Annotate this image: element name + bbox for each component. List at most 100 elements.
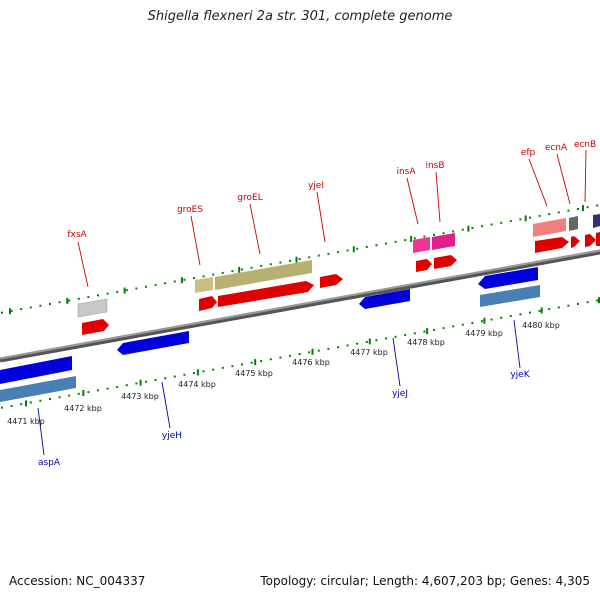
minor-tick: [135, 287, 138, 290]
ecnA-feature[interactable]: [569, 216, 578, 231]
minor-tick: [173, 280, 176, 283]
minor-tick: [202, 370, 205, 373]
insA-feature[interactable]: [413, 237, 430, 253]
minor-tick: [548, 213, 551, 216]
minor-tick: [106, 292, 109, 295]
gene-label-yjeH: yjeH: [162, 431, 182, 441]
minor-tick: [193, 277, 195, 280]
minor-tick: [356, 342, 359, 345]
minor-tick: [58, 396, 61, 399]
aspA-cds[interactable]: [0, 356, 72, 384]
minor-tick: [471, 321, 474, 324]
minor-tick: [577, 302, 579, 305]
minor-tick: [461, 323, 464, 326]
minor-tick: [317, 349, 320, 352]
gene-label-aspA: aspA: [38, 458, 61, 468]
minor-tick: [519, 313, 522, 316]
minor-tick: [289, 354, 291, 357]
minor-tick: [68, 299, 71, 302]
yjeI-cds[interactable]: [320, 274, 343, 288]
ecnB-cds[interactable]: [585, 234, 596, 247]
minor-tick: [433, 328, 435, 331]
minor-tick: [269, 358, 272, 361]
minor-tick: [529, 216, 531, 219]
minor-tick: [577, 207, 579, 210]
minor-tick: [68, 394, 71, 397]
gene-label-efp: efp: [521, 148, 536, 158]
minor-tick: [404, 239, 407, 242]
minor-tick: [519, 218, 522, 221]
minor-tick: [164, 377, 167, 380]
kbp-label: 4475 kbp: [235, 369, 273, 378]
groEL-cds[interactable]: [218, 281, 314, 307]
minor-tick: [173, 375, 176, 378]
minor-tick: [97, 294, 99, 297]
minor-tick: [529, 311, 531, 314]
minor-tick: [250, 361, 253, 364]
minor-tick: [567, 304, 570, 307]
minor-tick: [567, 209, 570, 212]
minor-tick: [116, 385, 119, 388]
insA-cds[interactable]: [416, 259, 432, 272]
groEL-feature[interactable]: [215, 260, 312, 290]
yjeK-cds[interactable]: [478, 267, 538, 289]
reverse-leader-lines: [37, 319, 521, 456]
minor-tick: [193, 372, 195, 375]
minor-tick: [481, 320, 483, 323]
insB-feature[interactable]: [432, 233, 455, 250]
yjeJ-cds[interactable]: [359, 289, 410, 309]
yjeH-cds[interactable]: [117, 331, 189, 355]
ecnA-cds[interactable]: [571, 236, 580, 248]
kbp-label: 4479 kbp: [465, 329, 503, 338]
groES-cds[interactable]: [199, 296, 217, 311]
minor-tick: [596, 299, 599, 302]
minor-tick: [97, 389, 99, 392]
minor-tick: [183, 373, 186, 376]
yjeK-feature[interactable]: [480, 285, 540, 307]
minor-tick: [202, 275, 205, 278]
gene-label-fxsA: fxsA: [67, 230, 87, 240]
minor-tick: [586, 301, 589, 304]
minor-tick: [375, 244, 378, 247]
ecnB-cds-2[interactable]: [596, 232, 600, 246]
minor-tick: [250, 266, 253, 269]
minor-tick: [269, 263, 272, 266]
gene-label-ecnB: ecnB: [574, 140, 596, 150]
aspA-feature[interactable]: [0, 376, 76, 402]
minor-tick: [289, 259, 291, 262]
minor-tick: [471, 226, 474, 229]
kbp-label: 4473 kbp: [121, 392, 159, 401]
minor-tick: [241, 363, 243, 366]
forward-leader-lines: [77, 149, 587, 288]
minor-tick: [385, 337, 387, 340]
gene-label-groEL: groEL: [237, 193, 262, 203]
minor-tick: [298, 258, 301, 261]
minor-tick: [538, 214, 541, 217]
topology-text: Topology: circular; Length: 4,607,203 bp…: [260, 574, 590, 588]
minor-tick: [337, 346, 339, 349]
minor-tick: [500, 221, 503, 224]
fxsA-feature[interactable]: [77, 298, 108, 318]
ecnB-feature[interactable]: [593, 214, 600, 228]
minor-tick: [413, 237, 416, 240]
minor-tick: [279, 261, 282, 264]
insB-cds[interactable]: [434, 255, 457, 269]
fxsA-cds[interactable]: [82, 319, 109, 335]
minor-tick: [221, 271, 224, 274]
gene-label-ecnA: ecnA: [545, 143, 568, 153]
minor-tick: [1, 311, 3, 314]
minor-tick: [49, 398, 51, 400]
minor-tick: [106, 387, 109, 390]
minor-tick: [39, 399, 42, 402]
minor-tick: [548, 308, 551, 311]
efp-cds[interactable]: [535, 237, 569, 253]
minor-tick: [327, 347, 330, 350]
groES-feature[interactable]: [195, 277, 213, 293]
minor-tick: [1, 406, 3, 409]
minor-tick: [442, 327, 445, 330]
accession-text: Accession: NC_004337: [9, 574, 146, 588]
minor-tick: [375, 339, 378, 342]
genome-backbone: [0, 249, 600, 363]
minor-tick: [413, 332, 416, 335]
efp-feature[interactable]: [533, 218, 566, 237]
